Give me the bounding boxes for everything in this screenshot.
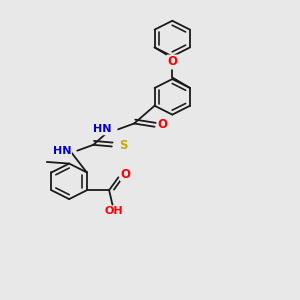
Text: O: O [121,168,131,181]
Text: HN: HN [93,124,112,134]
Text: S: S [119,139,127,152]
Text: OH: OH [104,206,123,216]
Text: O: O [158,118,168,131]
Text: O: O [167,56,177,68]
Text: HN: HN [52,146,71,156]
